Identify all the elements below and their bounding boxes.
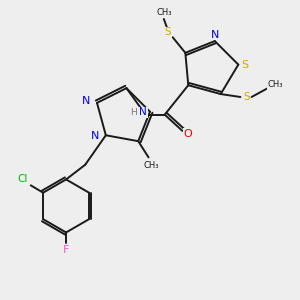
Text: S: S: [241, 60, 248, 70]
Text: N: N: [82, 96, 91, 106]
Text: S: S: [164, 27, 171, 37]
Text: CH₃: CH₃: [267, 80, 283, 89]
Text: CH₃: CH₃: [143, 161, 159, 170]
Text: N: N: [91, 131, 99, 141]
Text: O: O: [183, 129, 192, 139]
Text: CH₃: CH₃: [156, 8, 172, 17]
Text: F: F: [63, 245, 69, 255]
Text: H: H: [130, 108, 137, 117]
Text: N: N: [139, 107, 147, 117]
Text: N: N: [211, 30, 219, 40]
Text: Cl: Cl: [17, 174, 28, 184]
Text: S: S: [243, 92, 250, 102]
